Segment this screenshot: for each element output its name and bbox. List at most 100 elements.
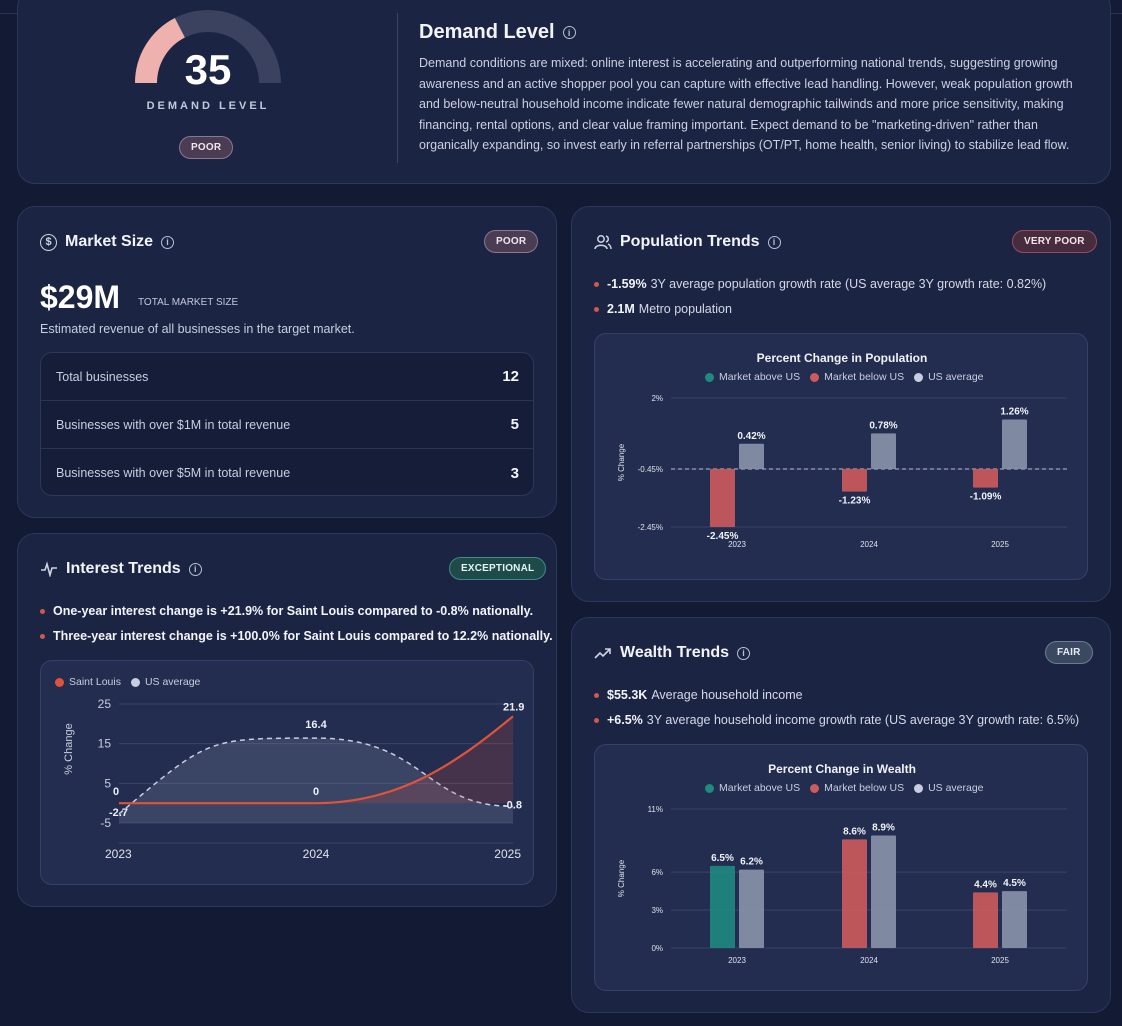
saint-louis-line: [119, 715, 514, 805]
demand-level-card: 35 DEMAND LEVEL POOR Demand Level i Dema…: [17, 0, 1111, 184]
legend-label: Market below US: [824, 782, 905, 794]
wealth-badge: FAIR: [1045, 641, 1093, 664]
market-size-badge: POOR: [484, 230, 539, 253]
bullet-bold: +6.5%: [607, 713, 643, 727]
chart-title: Percent Change in Population: [756, 351, 928, 365]
y-axis-label: % Change: [617, 859, 626, 897]
market-size-card: $ Market Size i POOR $29M TOTAL MARKET S…: [17, 206, 557, 518]
bullet-bold: $55.3K: [607, 688, 648, 702]
info-icon[interactable]: i: [562, 26, 576, 39]
interest-badge: EXCEPTIONAL: [449, 557, 547, 580]
y-tick-label: -2.45%: [638, 523, 663, 532]
bullet-text: Metro population: [638, 302, 732, 316]
legend-item[interactable]: Market below US: [810, 371, 904, 383]
info-icon[interactable]: i: [161, 235, 175, 249]
row-value: 5: [510, 416, 519, 433]
chart-legend: Market above US Market below US US avera…: [705, 782, 984, 794]
population-bullet: -1.59% 3Y average population growth rate …: [594, 277, 1046, 291]
legend-item[interactable]: Saint Louis: [55, 676, 121, 688]
interest-bullet: Three-year interest change is +100.0% fo…: [40, 629, 553, 643]
data-label: 21.9: [503, 701, 524, 713]
y-tick-label: 11%: [648, 805, 663, 814]
bullet-text: Three-year interest change is +100.0% fo…: [53, 629, 553, 643]
data-label: 4.5%: [1003, 878, 1026, 889]
wealth-title: Wealth Trends i: [594, 644, 751, 662]
us-bar: [739, 869, 764, 948]
market-bar: [842, 469, 867, 492]
legend-label: Saint Louis: [69, 676, 121, 688]
legend-label: Market below US: [824, 371, 905, 383]
wealth-bullet: $55.3K Average household income: [594, 688, 803, 702]
wealth-chart: Percent Change in Wealth Market above US…: [594, 744, 1088, 991]
legend-label: Market above US: [719, 371, 801, 383]
info-icon[interactable]: i: [737, 646, 751, 660]
data-label: 16.4: [305, 719, 327, 731]
legend-item[interactable]: Market above US: [705, 371, 800, 383]
population-title-text: Population Trends: [620, 233, 760, 250]
market-size-subtitle: Estimated revenue of all businesses in t…: [40, 322, 355, 336]
users-icon: [594, 235, 612, 250]
legend-label: US average: [928, 782, 984, 794]
data-label: -2.45%: [707, 531, 739, 542]
population-badge: VERY POOR: [1012, 230, 1097, 253]
bullet-bold: 2.1M: [607, 302, 635, 316]
legend-item[interactable]: Market above US: [705, 782, 800, 794]
y-tick-label: -5: [100, 816, 111, 830]
interest-chart: Saint Louis US average 25 15 5 -5 % Change 20…: [40, 660, 534, 885]
population-trends-card: Population Trends i VERY POOR -1.59% 3Y a…: [571, 206, 1111, 602]
demand-score: 35: [184, 46, 232, 93]
market-bar: [973, 469, 998, 488]
wealth-title-text: Wealth Trends: [620, 644, 730, 661]
business-table: Total businesses 12 Businesses with over…: [40, 352, 534, 496]
market-size-value: $29M: [40, 279, 121, 315]
data-label: 6.2%: [740, 857, 763, 868]
y-tick-label: 3%: [651, 906, 663, 915]
x-tick-label: 2023: [728, 540, 746, 549]
chart-legend: Saint Louis US average: [55, 676, 200, 688]
saint-louis-area: [119, 716, 513, 804]
y-tick-label: 6%: [651, 868, 663, 877]
y-tick-label: 0%: [651, 944, 663, 953]
legend-item[interactable]: US average: [914, 371, 984, 383]
legend-item[interactable]: US average: [914, 782, 984, 794]
bullet-text: One-year interest change is +21.9% for S…: [53, 604, 534, 618]
data-label: 4.4%: [974, 879, 997, 890]
table-row: Businesses with over $5M in total revenu…: [41, 449, 533, 495]
interest-title-text: Interest Trends: [66, 560, 181, 577]
interest-title: Interest Trends i: [40, 560, 202, 578]
divider: [397, 13, 398, 163]
population-chart: Percent Change in Population Market abov…: [594, 333, 1088, 580]
x-tick-label: 2025: [494, 847, 521, 861]
us-bar: [871, 835, 896, 948]
dollar-icon: $: [40, 233, 57, 251]
us-bar: [739, 443, 764, 470]
demand-level-label: DEMAND LEVEL: [146, 100, 270, 112]
population-title: Population Trends i: [594, 233, 781, 251]
market-bar: [710, 865, 735, 948]
data-label: -2.7: [109, 807, 128, 819]
y-axis-label: % Change: [617, 443, 626, 481]
trending-up-icon: [594, 648, 611, 659]
demand-title-text: Demand Level: [419, 21, 555, 43]
data-label: 0.42%: [737, 431, 765, 442]
legend-label: US average: [928, 371, 984, 383]
chart-title: Percent Change in Wealth: [768, 762, 916, 776]
y-tick-label: 15: [98, 737, 112, 751]
us-bar: [1002, 891, 1027, 948]
x-tick-label: 2023: [728, 956, 746, 965]
data-label: 0: [113, 786, 119, 798]
interest-trends-card: Interest Trends i EXCEPTIONAL One-year i…: [17, 533, 557, 907]
info-icon[interactable]: i: [767, 235, 781, 249]
pulse-icon: [41, 561, 57, 577]
demand-gauge: [135, 10, 281, 84]
row-value: 3: [510, 464, 519, 482]
data-label: 6.5%: [711, 853, 734, 864]
info-icon[interactable]: i: [188, 562, 202, 576]
data-label: 8.9%: [872, 823, 895, 834]
population-bullet: 2.1M Metro population: [594, 302, 732, 316]
us-bar: [871, 433, 896, 470]
data-label: 0.78%: [869, 420, 897, 431]
legend-item[interactable]: US average: [130, 676, 200, 688]
legend-item[interactable]: Market below US: [810, 782, 904, 794]
x-tick-label: 2024: [303, 847, 330, 861]
